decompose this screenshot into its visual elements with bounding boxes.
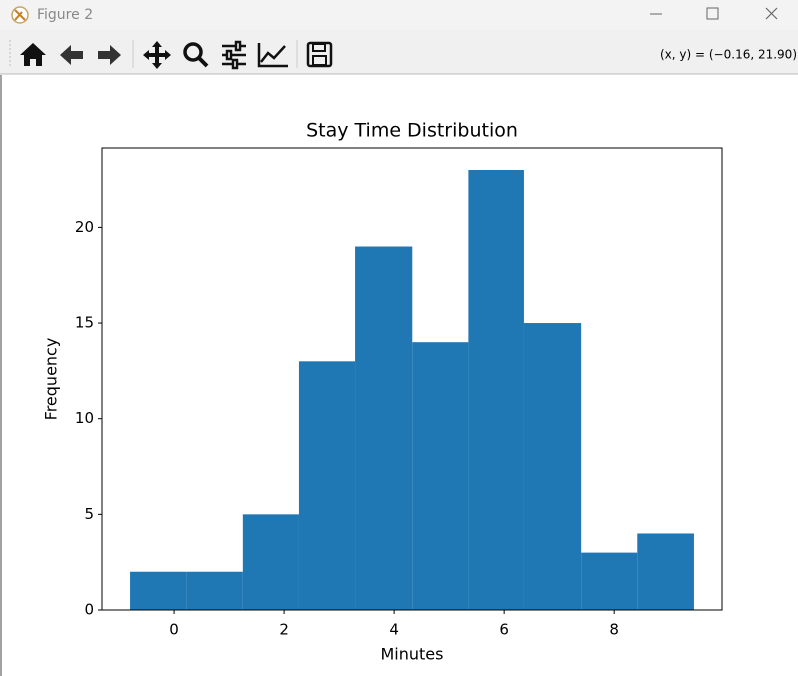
x-tick-label: 4 — [389, 621, 399, 639]
edit-axes-button[interactable] — [257, 43, 288, 68]
bar — [468, 170, 524, 610]
bar — [581, 552, 638, 610]
zoom-button[interactable] — [183, 42, 209, 68]
x-axis-label: Minutes — [381, 645, 444, 664]
y-tick-label: 10 — [75, 409, 94, 427]
y-tick-label: 15 — [75, 314, 94, 332]
save-button[interactable] — [306, 41, 333, 68]
x-tick-label: 8 — [609, 621, 619, 639]
bar — [412, 342, 469, 610]
back-button[interactable] — [60, 45, 83, 65]
maximize-button[interactable] — [706, 7, 719, 20]
axes-frame — [101, 147, 723, 611]
window-title: Figure 2 — [37, 7, 93, 23]
bar — [298, 361, 356, 610]
close-button[interactable] — [765, 7, 778, 20]
y-axis-label: Frequency — [42, 338, 61, 421]
chart-title: Stay Time Distribution — [306, 120, 518, 142]
bar — [637, 533, 694, 610]
bar — [242, 514, 299, 610]
y-tick-label: 0 — [84, 601, 94, 619]
bar — [355, 246, 413, 611]
bar — [130, 571, 187, 610]
title-bar — [0, 0, 798, 30]
y-tick-label: 5 — [84, 505, 94, 523]
home-button[interactable] — [20, 43, 46, 66]
x-tick-label: 6 — [499, 621, 509, 639]
app-icon — [11, 6, 29, 24]
bar — [523, 323, 582, 610]
forward-button[interactable] — [98, 45, 121, 65]
x-tick-label: 2 — [279, 621, 289, 639]
y-tick-label: 20 — [75, 218, 94, 236]
plot: 0 2 4 6 8 0 5 10 15 20 Stay Time Distribution Minut… — [42, 120, 723, 664]
x-tick-label: 0 — [169, 621, 179, 639]
pan-button[interactable] — [143, 41, 171, 69]
bar — [186, 571, 243, 610]
cursor-status: (x, y) = (−0.16, 21.90) — [660, 48, 797, 62]
configure-button[interactable] — [222, 40, 246, 70]
